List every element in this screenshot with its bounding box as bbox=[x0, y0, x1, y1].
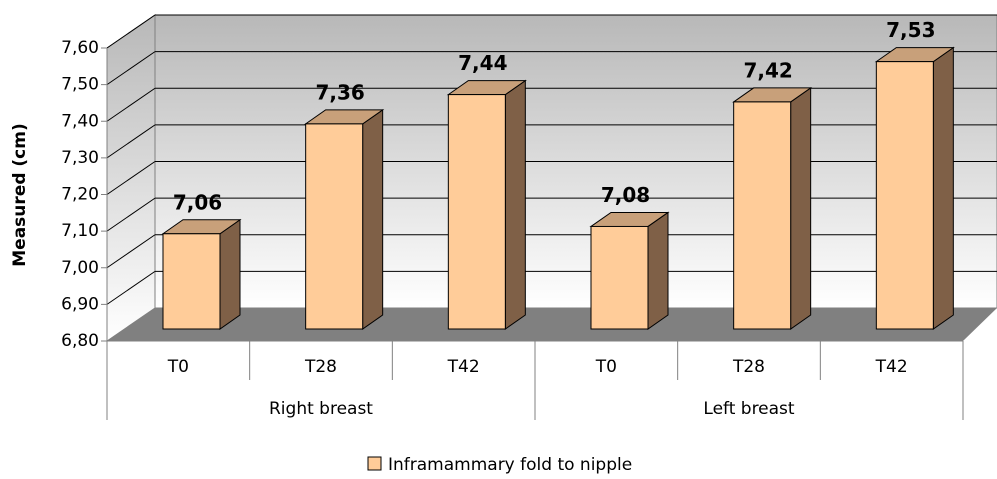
value-label: 7,36 bbox=[315, 80, 364, 104]
legend-swatch bbox=[367, 456, 382, 471]
value-label: 7,08 bbox=[601, 183, 650, 207]
group-label: Right breast bbox=[269, 399, 373, 419]
value-label: 7,44 bbox=[458, 51, 507, 75]
x-tick-label: T28 bbox=[732, 357, 765, 377]
bar-side bbox=[219, 218, 241, 330]
bar-side bbox=[790, 86, 812, 330]
grid-line bbox=[106, 51, 156, 86]
bar bbox=[875, 61, 934, 330]
bar-side bbox=[504, 79, 526, 330]
y-tick-label: 6,90 bbox=[61, 294, 99, 314]
value-label: 7,53 bbox=[886, 18, 935, 42]
x-tick-label: T28 bbox=[304, 357, 337, 377]
bar-side bbox=[647, 211, 669, 330]
bar bbox=[305, 123, 364, 330]
value-label: 7,06 bbox=[173, 190, 222, 214]
grid-line bbox=[106, 87, 156, 122]
bars bbox=[161, 46, 955, 330]
grid-line bbox=[106, 161, 156, 195]
grid bbox=[106, 14, 997, 305]
y-tick-label: 7,40 bbox=[61, 111, 99, 131]
x-tick-label: T42 bbox=[447, 357, 480, 377]
y-tick-label: 7,50 bbox=[61, 75, 99, 95]
bar-side bbox=[932, 46, 954, 330]
bar bbox=[447, 94, 506, 330]
x-tick-label: T0 bbox=[167, 357, 189, 377]
value-label: 7,42 bbox=[743, 58, 792, 82]
y-tick-label: 6,80 bbox=[61, 331, 99, 351]
x-tick-label: T0 bbox=[595, 357, 617, 377]
grid-line bbox=[106, 270, 156, 305]
y-tick-label: 7,00 bbox=[61, 258, 99, 278]
y-tick-label: 7,10 bbox=[61, 221, 99, 241]
legend-label: Inframammary fold to nipple bbox=[388, 455, 632, 475]
bar bbox=[590, 225, 649, 330]
grid-line bbox=[106, 124, 156, 159]
y-tick-label: 7,60 bbox=[61, 38, 99, 58]
y-axis-label: Measured (cm) bbox=[10, 123, 30, 266]
bar bbox=[733, 101, 792, 330]
grid-line bbox=[106, 14, 156, 49]
bar bbox=[162, 233, 221, 330]
grid-line bbox=[106, 197, 156, 232]
y-tick-label: 7,20 bbox=[61, 185, 99, 205]
grid-line bbox=[106, 234, 156, 269]
bar-side bbox=[362, 108, 384, 330]
x-tick-label: T42 bbox=[875, 357, 908, 377]
group-label: Left breast bbox=[703, 399, 795, 419]
y-tick-label: 7,30 bbox=[61, 148, 99, 168]
